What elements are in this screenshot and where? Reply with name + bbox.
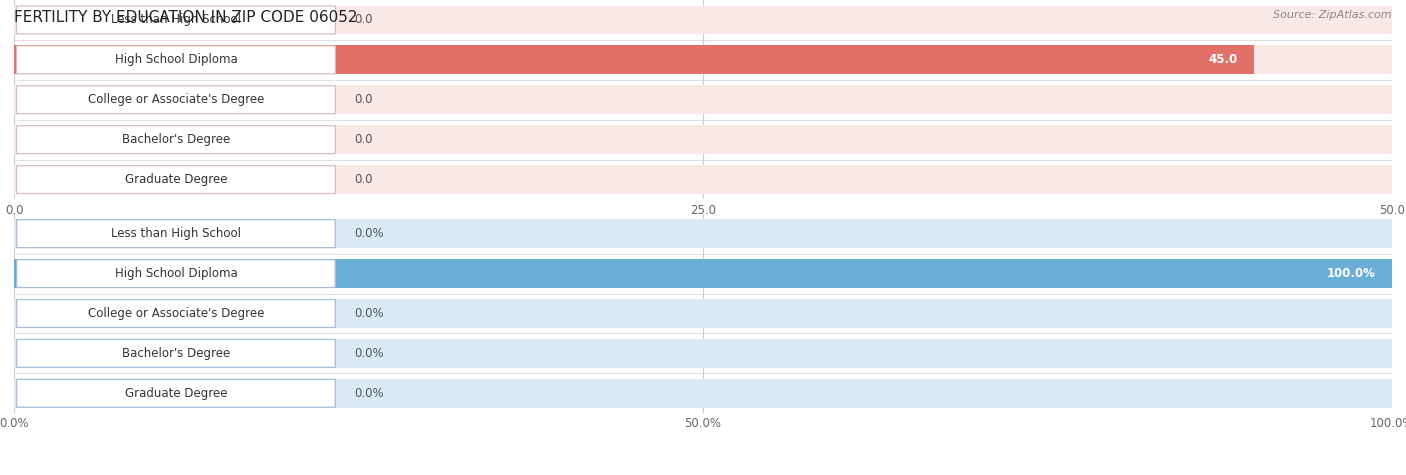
Bar	[14, 165, 1392, 194]
Text: College or Associate's Degree: College or Associate's Degree	[87, 93, 264, 106]
Text: Graduate Degree: Graduate Degree	[125, 387, 228, 400]
Bar	[14, 86, 1392, 114]
Text: 0.0: 0.0	[354, 93, 373, 106]
Bar	[14, 125, 1392, 154]
Bar	[14, 46, 1254, 74]
Bar	[14, 299, 1392, 328]
FancyBboxPatch shape	[17, 340, 335, 367]
Bar	[14, 339, 1392, 368]
Text: 0.0%: 0.0%	[354, 387, 384, 400]
Bar	[14, 379, 1392, 408]
Text: 0.0%: 0.0%	[354, 347, 384, 360]
Text: College or Associate's Degree: College or Associate's Degree	[87, 307, 264, 320]
Bar	[14, 259, 1392, 288]
FancyBboxPatch shape	[17, 46, 336, 74]
FancyBboxPatch shape	[17, 166, 336, 193]
Text: 0.0%: 0.0%	[354, 227, 384, 240]
Text: FERTILITY BY EDUCATION IN ZIP CODE 06052: FERTILITY BY EDUCATION IN ZIP CODE 06052	[14, 10, 357, 25]
Bar	[14, 46, 1392, 74]
Text: Graduate Degree: Graduate Degree	[125, 173, 228, 186]
Text: 0.0: 0.0	[354, 173, 373, 186]
Bar	[14, 259, 1392, 288]
FancyBboxPatch shape	[17, 380, 335, 407]
Text: Less than High School: Less than High School	[111, 13, 240, 27]
Text: High School Diploma: High School Diploma	[114, 53, 238, 67]
Text: Bachelor's Degree: Bachelor's Degree	[122, 347, 231, 360]
Text: 0.0%: 0.0%	[354, 307, 384, 320]
FancyBboxPatch shape	[17, 86, 336, 114]
FancyBboxPatch shape	[17, 300, 335, 327]
FancyBboxPatch shape	[17, 220, 335, 247]
Text: 45.0: 45.0	[1208, 53, 1237, 67]
FancyBboxPatch shape	[17, 126, 336, 153]
Bar	[14, 219, 1392, 248]
Text: Less than High School: Less than High School	[111, 227, 240, 240]
FancyBboxPatch shape	[17, 6, 336, 34]
Text: 0.0: 0.0	[354, 13, 373, 27]
Text: 100.0%: 100.0%	[1326, 267, 1375, 280]
Bar	[14, 6, 1392, 34]
Text: Bachelor's Degree: Bachelor's Degree	[122, 133, 231, 146]
Text: High School Diploma: High School Diploma	[114, 267, 238, 280]
FancyBboxPatch shape	[17, 260, 335, 287]
Text: Source: ZipAtlas.com: Source: ZipAtlas.com	[1274, 10, 1392, 19]
Text: 0.0: 0.0	[354, 133, 373, 146]
